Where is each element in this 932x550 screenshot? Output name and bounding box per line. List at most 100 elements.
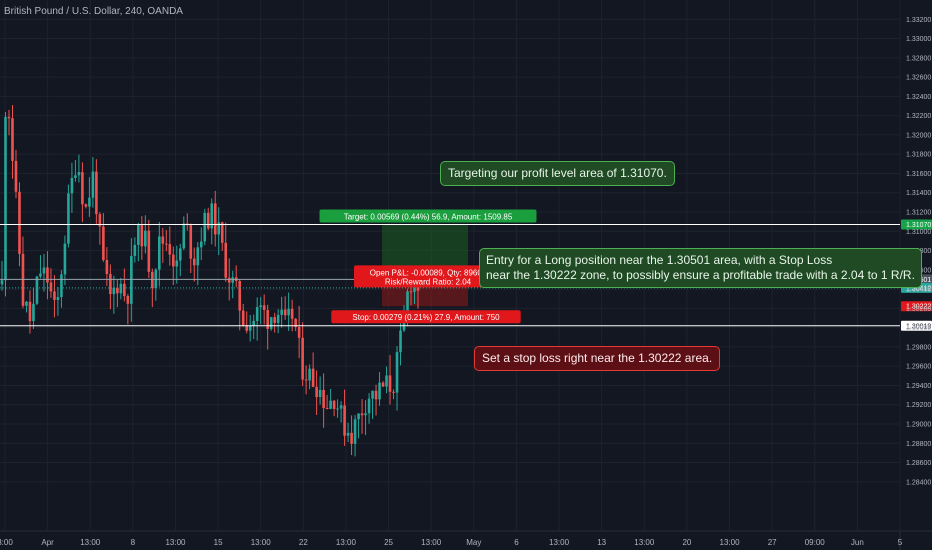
candle-body — [259, 305, 262, 308]
price-tick-label: 1.29200 — [906, 402, 931, 409]
price-tick-label: 1.32800 — [906, 55, 931, 62]
candle-body — [360, 413, 364, 416]
candle-body — [381, 382, 385, 387]
candle-body — [178, 248, 182, 261]
time-axis: 3:00 Apr 13:00 8 13:00 15 13:00 22 13:00 25 13:00 M… — [0, 538, 903, 547]
candle-body — [280, 309, 283, 315]
target-annotation-text: Targeting our profit level area of 1.310… — [448, 166, 667, 180]
price-tick-label: 1.33000 — [906, 36, 931, 43]
candle-body — [399, 330, 402, 353]
time-tick-label: 13 — [597, 538, 606, 547]
candle-body — [406, 291, 409, 314]
candle-body — [70, 178, 74, 194]
candle-body — [217, 222, 221, 235]
candle-body — [392, 391, 395, 393]
pnl-label[interactable]: Open P&L: -0.00089, Qty: 89605Risk/Rewar… — [354, 265, 502, 288]
candle-body — [116, 287, 119, 294]
symbol-title[interactable]: British Pound / U.S. Dollar, 240, OANDA — [4, 6, 183, 17]
candle-body — [0, 280, 4, 285]
position-labels: Target: 0.00569 (0.44%) 56.9, Amount: 15… — [319, 209, 537, 324]
time-tick-label: 13:00 — [634, 538, 655, 547]
time-tick-label: 8 — [131, 538, 136, 547]
candle-body — [192, 258, 196, 266]
time-tick-label: 13:00 — [421, 538, 442, 547]
price-tick-label: 1.29400 — [906, 383, 931, 390]
candle-body — [199, 241, 203, 248]
candle-body — [409, 291, 413, 293]
candle-body — [42, 267, 46, 274]
candle-body — [147, 230, 151, 272]
entry-annotation[interactable]: Entry for a Long position near the 1.305… — [479, 248, 922, 288]
price-tick-label: 1.32400 — [906, 94, 931, 101]
time-tick-label: May — [466, 538, 481, 547]
candle-body — [252, 320, 255, 326]
candle-body — [144, 230, 147, 247]
time-tick-label: 13:00 — [251, 538, 272, 547]
candle-body — [35, 276, 39, 304]
candle-body — [357, 413, 360, 420]
candle-body — [133, 245, 137, 257]
price-tag-label-stop: 1.30222 — [906, 304, 931, 311]
candle-body — [210, 203, 214, 229]
price-tick-label: 1.31600 — [906, 171, 931, 178]
stop-annotation[interactable]: Set a stop loss right near the 1.30222 a… — [474, 346, 721, 371]
candle-body — [81, 172, 84, 205]
candle-body — [329, 400, 332, 409]
price-tick-label: 1.31200 — [906, 210, 931, 217]
candle-body — [413, 282, 416, 292]
price-tick-label: 1.29800 — [906, 344, 931, 351]
time-tick-label: 09:00 — [805, 538, 826, 547]
candle-body — [140, 224, 144, 247]
candle-body — [4, 116, 7, 281]
entry-annotation-line-2: near the 1.30222 zone, to possibly ensur… — [486, 268, 915, 282]
candle-body — [255, 307, 259, 321]
candle-body — [213, 203, 217, 235]
candle-body — [67, 193, 70, 244]
candle-body — [28, 301, 32, 322]
candle-body — [77, 172, 81, 176]
candle-body — [353, 419, 357, 444]
candle-body — [175, 260, 179, 267]
candle-body — [227, 277, 231, 283]
time-tick-label: 13:00 — [80, 538, 101, 547]
stop-label[interactable]: Stop: 0.00279 (0.21%) 27.9, Amount: 750 — [331, 310, 521, 324]
target-annotation[interactable]: Targeting our profit level area of 1.310… — [440, 161, 675, 186]
candle-body — [14, 160, 18, 192]
entry-annotation-line-1: Entry for a Long position near the 1.305… — [486, 253, 833, 267]
time-tick-label: 13:00 — [165, 538, 186, 547]
candle-body — [343, 405, 346, 436]
price-tick-label: 1.32200 — [906, 113, 931, 120]
candle-body — [395, 352, 399, 393]
candle-body — [123, 283, 126, 296]
candle-body — [248, 325, 252, 331]
price-tag-target — [901, 219, 932, 230]
candle-body — [266, 309, 269, 329]
candle-body — [95, 171, 98, 215]
candle-body — [283, 309, 287, 316]
candle-body — [196, 247, 200, 266]
candle-body — [332, 400, 336, 409]
price-tick-label: 1.32600 — [906, 75, 931, 82]
price-tick-label: 1.31400 — [906, 190, 931, 197]
price-tick-label: 1.28400 — [906, 479, 931, 486]
target-label[interactable]: Target: 0.00569 (0.44%) 56.9, Amount: 15… — [319, 209, 537, 223]
candle-body — [109, 274, 112, 295]
time-tick-label: Apr — [41, 538, 54, 547]
candle-body — [203, 212, 207, 242]
candle-body — [318, 389, 322, 398]
price-axis: 1.28400 1.28600 1.28800 1.29000 1.29200 1.294… — [906, 17, 931, 487]
price-tick-label: 1.31000 — [906, 229, 931, 236]
price-tick-label: 1.32000 — [906, 132, 931, 139]
pnl-label-text: Risk/Reward Ratio: 2.04 — [385, 277, 472, 286]
price-tick-label: 1.30000 — [906, 325, 931, 332]
candle-body — [269, 317, 273, 329]
candle-body — [350, 432, 353, 444]
candle-body — [297, 327, 301, 338]
candle-body — [165, 243, 168, 245]
candle-body — [367, 398, 371, 414]
candle-body — [339, 405, 343, 409]
candle-body — [385, 375, 388, 387]
candle-body — [102, 226, 105, 261]
